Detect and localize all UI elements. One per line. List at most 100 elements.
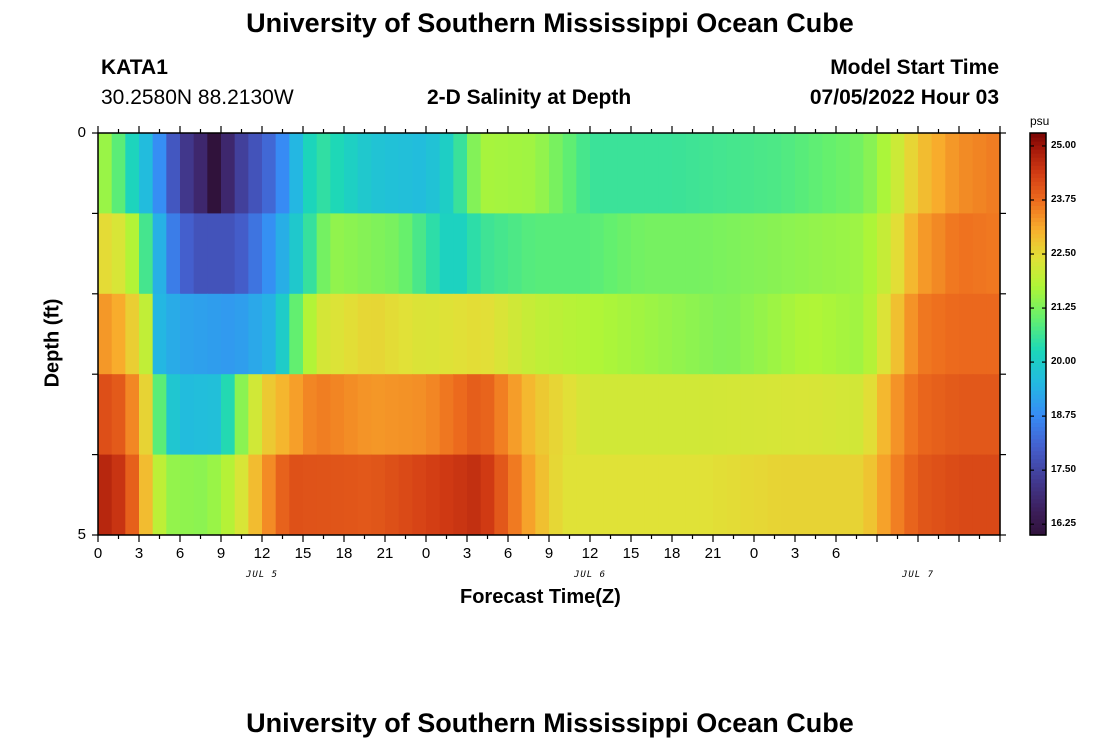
heatmap-cell — [166, 374, 181, 456]
heatmap-cell — [398, 213, 413, 295]
colorbar-tick-label: 21.25 — [1051, 302, 1077, 314]
heatmap-cell — [521, 133, 536, 214]
heatmap-cell — [781, 133, 796, 214]
heatmap-cell — [863, 374, 878, 456]
heatmap-cell — [877, 213, 892, 295]
colorbar-segment — [1030, 350, 1046, 355]
colorbar-segment — [1030, 277, 1046, 283]
heatmap-cell — [781, 454, 796, 536]
colorbar-segment — [1030, 346, 1046, 351]
heatmap-cell — [863, 454, 878, 536]
heatmap-cell — [685, 213, 700, 295]
heatmap-cell — [508, 454, 523, 536]
heatmap-cell — [808, 213, 823, 295]
colorbar-segment — [1030, 430, 1046, 436]
heatmap-cell — [111, 454, 126, 536]
heatmap-cell — [480, 293, 495, 375]
heatmap-cell — [371, 213, 386, 295]
colorbar-segment — [1030, 438, 1046, 444]
heatmap-cell — [562, 133, 577, 214]
colorbar-segment — [1030, 213, 1046, 219]
heatmap-cell — [863, 133, 878, 214]
heatmap-cell — [959, 213, 974, 295]
heatmap-cell — [603, 374, 618, 456]
colorbar-segment — [1030, 185, 1046, 190]
heatmap-cell — [740, 454, 755, 536]
heatmap-cell — [590, 293, 605, 375]
heatmap-cell — [221, 133, 236, 214]
heatmap-cell — [412, 454, 427, 536]
colorbar-segment — [1030, 201, 1046, 206]
colorbar-segment — [1030, 406, 1046, 411]
heatmap-cell — [330, 374, 345, 456]
heatmap-cell — [371, 374, 386, 456]
heatmap-cell — [139, 374, 154, 456]
heatmap-cell — [248, 293, 263, 375]
heatmap-cell — [207, 213, 222, 295]
station-coordinates: 30.2580N 88.2130W — [101, 86, 294, 109]
x-tick-label: 3 — [790, 545, 800, 562]
heatmap-cell — [713, 133, 728, 214]
colorbar — [1029, 132, 1047, 536]
heatmap-cell — [193, 213, 208, 295]
heatmap-cell — [467, 213, 482, 295]
colorbar-segment — [1030, 157, 1046, 162]
colorbar-segment — [1030, 149, 1046, 154]
heatmap-cell — [986, 213, 1001, 295]
heatmap-cell — [111, 133, 126, 214]
heatmap-cell — [672, 374, 687, 456]
colorbar-segment — [1030, 506, 1046, 512]
colorbar-segment — [1030, 245, 1046, 251]
heatmap-cell — [316, 133, 331, 214]
colorbar-segment — [1030, 237, 1046, 243]
heatmap-cell — [658, 454, 673, 536]
heatmap-cell — [972, 213, 987, 295]
heatmap-cell — [631, 454, 646, 536]
x-tick-label: 3 — [134, 545, 144, 562]
heatmap-cell — [972, 293, 987, 375]
heatmap-cell — [166, 454, 181, 536]
colorbar-segment — [1030, 329, 1046, 335]
heatmap-cell — [767, 454, 782, 536]
heatmap-cell — [699, 374, 714, 456]
heatmap-cell — [262, 213, 277, 295]
heatmap-cell — [398, 293, 413, 375]
heatmap-cell — [152, 374, 167, 456]
heatmap-cell — [740, 213, 755, 295]
colorbar-segment — [1030, 209, 1046, 214]
colorbar-segment — [1030, 418, 1046, 424]
heatmap-cell — [494, 293, 509, 375]
heatmap-cell — [549, 454, 564, 536]
heatmap-cell — [193, 454, 208, 536]
x-tick-label: 9 — [544, 545, 554, 562]
heatmap-cell — [631, 133, 646, 214]
heatmap-cell — [521, 293, 536, 375]
heatmap-cell — [344, 213, 359, 295]
heatmap-cell — [849, 374, 864, 456]
heatmap-cell — [426, 213, 441, 295]
colorbar-segment — [1030, 450, 1046, 456]
heatmap-cell — [248, 454, 263, 536]
colorbar-segment — [1030, 442, 1046, 448]
heatmap-cell — [754, 374, 769, 456]
heatmap-cell — [808, 454, 823, 536]
heatmap-cell — [494, 454, 509, 536]
heatmap-cell — [385, 454, 400, 536]
heatmap-cell — [959, 133, 974, 214]
heatmap-cell — [262, 374, 277, 456]
heatmap-cell — [535, 374, 550, 456]
heatmap-cell — [262, 454, 277, 536]
heatmap-cell — [303, 374, 318, 456]
heatmap-cell — [152, 293, 167, 375]
heatmap-cell — [576, 454, 591, 536]
colorbar-segment — [1030, 514, 1046, 520]
heatmap-cell — [699, 213, 714, 295]
heatmap-cell — [685, 133, 700, 214]
heatmap-cell — [357, 133, 372, 214]
colorbar-segment — [1030, 474, 1046, 480]
heatmap-cell — [904, 133, 919, 214]
heatmap-cell — [795, 374, 810, 456]
colorbar-segment — [1030, 305, 1046, 311]
heatmap-cell — [193, 293, 208, 375]
x-tick-label: 6 — [175, 545, 185, 562]
